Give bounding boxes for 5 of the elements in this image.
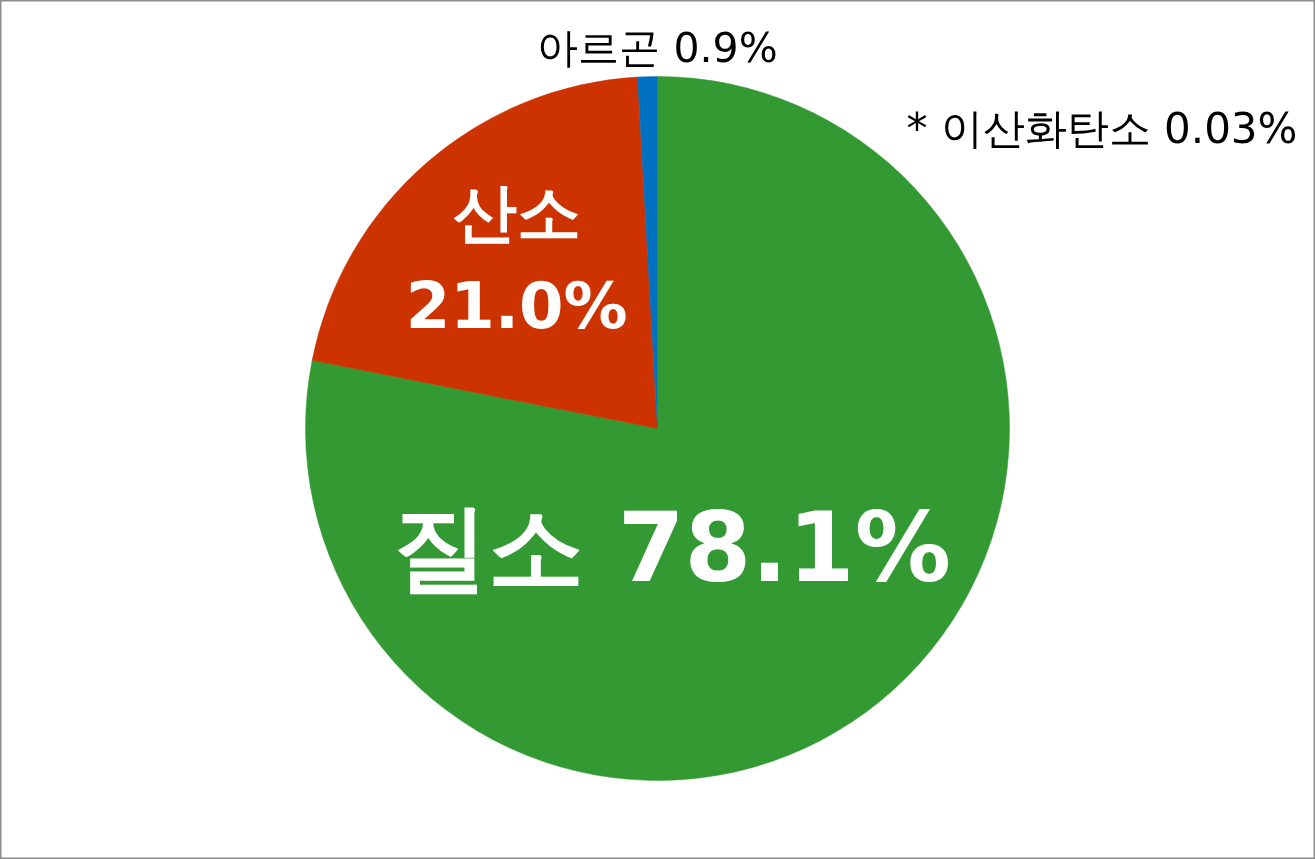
slice-label: 산소 [452,176,581,251]
slice-label: 질소 78.1% [392,492,951,605]
text: * 이산화탄소 0.03% [906,104,1298,153]
slice-label: 아르곤 0.9% [537,24,778,73]
data-label: 21.0% [405,268,628,343]
